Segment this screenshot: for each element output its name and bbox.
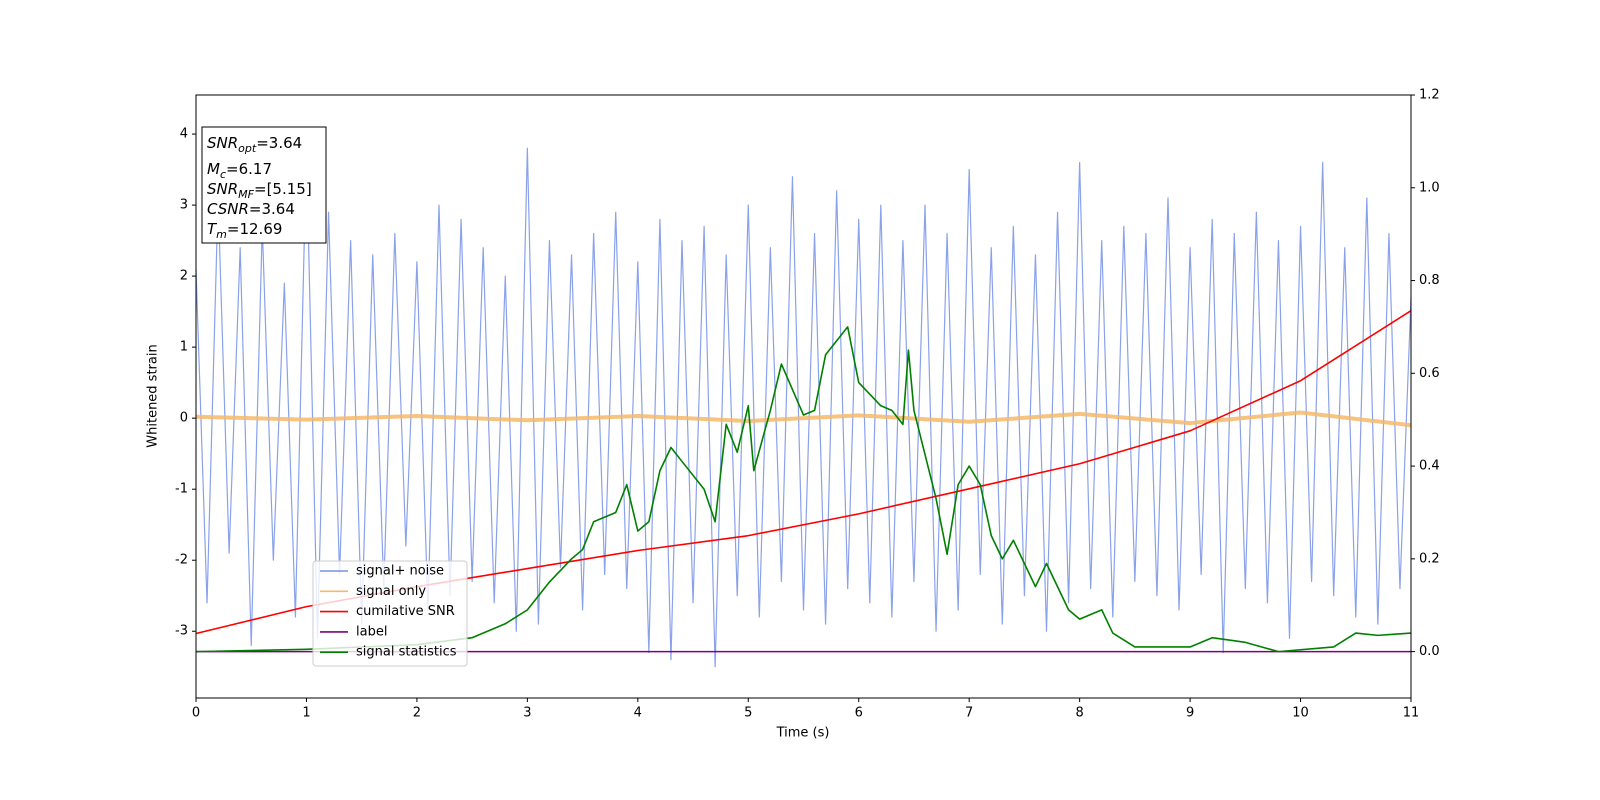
y2-tick-label: 0.2 <box>1419 551 1440 566</box>
annotation-value: =12.69 <box>227 220 283 238</box>
annotation-symbol: T <box>207 220 218 238</box>
x-tick-label: 1 <box>302 706 310 721</box>
series-line <box>195 410 1412 428</box>
x-axis-label: Time (s) <box>776 726 830 741</box>
legend-label: signal only <box>356 584 426 599</box>
series-line <box>195 147 1412 668</box>
annotation-subscript: opt <box>238 142 257 155</box>
y-axis-label: Whitened strain <box>146 344 161 447</box>
y-tick-label: -1 <box>175 482 188 497</box>
annotation-symbol: SNR <box>207 180 238 198</box>
annotation-value: =3.64 <box>256 134 302 152</box>
annotation-subscript: m <box>216 228 227 241</box>
y-tick-label: 1 <box>180 340 188 355</box>
y2-tick-label: 0.8 <box>1419 273 1440 288</box>
x-tick-label: 2 <box>413 706 421 721</box>
y-tick-label: 4 <box>180 127 188 142</box>
legend-frame <box>312 560 468 667</box>
x-tick-label: 3 <box>523 706 531 721</box>
x-tick-label: 11 <box>1403 706 1420 721</box>
y2-tick-label: 0.4 <box>1419 459 1440 474</box>
annotation-symbol: CSNR <box>207 200 249 218</box>
annotation-value: =6.17 <box>226 160 272 178</box>
annotation-line: SNRopt=3.64 <box>207 134 302 155</box>
legend-label: label <box>356 624 387 639</box>
annotation-line: CSNR=3.64 <box>207 200 295 218</box>
legend-label: signal+ noise <box>356 564 444 579</box>
x-tick-label: 6 <box>855 706 863 721</box>
annotation-symbol: M <box>207 160 220 178</box>
annotation-subscript: c <box>220 168 226 181</box>
axes-frame <box>195 94 1412 699</box>
annotation-symbol: SNR <box>207 134 238 152</box>
legend-label: cumilative SNR <box>356 604 455 619</box>
y-tick-label: 0 <box>180 411 188 426</box>
annotation-line: Tm=12.69 <box>207 220 282 241</box>
y-tick-label: 3 <box>180 198 188 213</box>
series-line <box>195 326 1412 653</box>
x-tick-label: 8 <box>1075 706 1083 721</box>
x-tick-label: 0 <box>192 706 200 721</box>
annotation-subscript: MF <box>238 188 254 201</box>
y2-tick-label: 0.0 <box>1419 644 1440 659</box>
y-tick-label: -3 <box>175 624 188 639</box>
x-tick-label: 4 <box>634 706 642 721</box>
y-tick-label: -2 <box>175 553 188 568</box>
y2-tick-label: 1.0 <box>1419 180 1440 195</box>
legend: signal+ noise signal only cumilative SNR la… <box>312 560 468 667</box>
annotation-value: =[5.15] <box>254 180 312 198</box>
x-tick-label: 5 <box>744 706 752 721</box>
annotation-box: SNRopt=3.64Mc=6.17SNRMF=[5.15]CSNR=3.64T… <box>201 126 327 244</box>
y-tick-label: 2 <box>180 269 188 284</box>
annotation-value: =3.64 <box>249 200 295 218</box>
x-tick-label: 10 <box>1292 706 1309 721</box>
annotation-line: SNRMF=[5.15] <box>207 180 312 201</box>
legend-label: signal statistics <box>356 645 457 660</box>
x-tick-label: 7 <box>965 706 973 721</box>
x-tick-label: 9 <box>1186 706 1194 721</box>
y2-tick-label: 1.2 <box>1419 88 1440 103</box>
annotation-line: Mc=6.17 <box>207 160 272 181</box>
y2-tick-label: 0.6 <box>1419 366 1440 381</box>
annotation-frame <box>201 126 327 244</box>
